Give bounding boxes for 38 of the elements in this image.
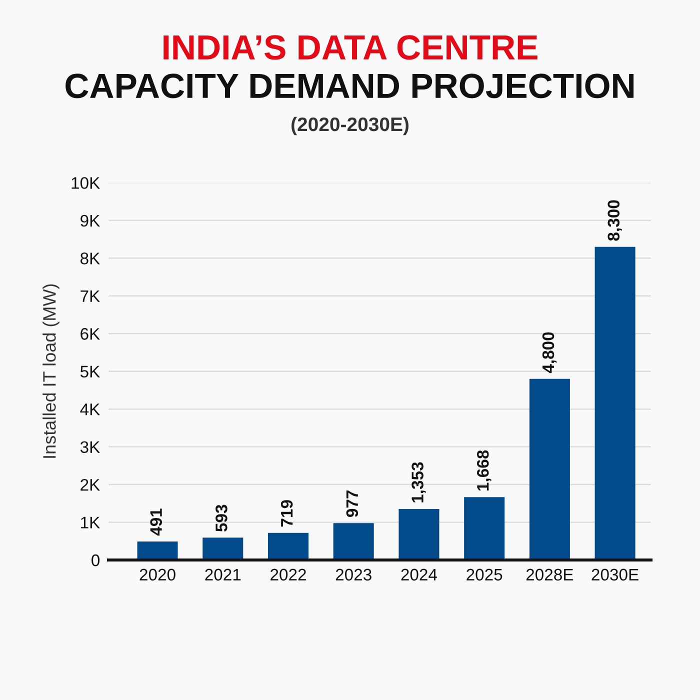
bar	[268, 532, 309, 560]
y-tick-label: 4K	[80, 404, 100, 416]
y-tick-label: 10K	[72, 177, 100, 189]
data-label: 1,353	[412, 462, 426, 502]
x-tick-label: 2023	[336, 568, 372, 581]
data-label: 977	[346, 490, 358, 518]
data-label: 8,300	[608, 200, 622, 241]
chart-subtitle: (2020-2030E)	[292, 116, 408, 136]
bar	[202, 538, 244, 560]
bar	[333, 523, 374, 560]
y-tick-label: 1K	[81, 516, 100, 528]
x-tick-label: 2022	[270, 568, 306, 581]
chart-title: INDIA’S DATA CENTRE CAPACITY DEMAND PROJECTION	[66, 35, 634, 98]
data-label: 1,668	[477, 450, 492, 490]
data-label: 593	[216, 504, 228, 532]
y-tick-label: 5K	[80, 366, 100, 378]
y-tick-label: 6K	[80, 328, 100, 340]
y-tick-label: 8K	[80, 252, 100, 264]
x-tick-label: 2024	[401, 568, 438, 581]
y-tick-label: 7K	[80, 290, 100, 302]
data-label: 4,800	[542, 332, 557, 374]
y-tick-label: 2K	[80, 478, 100, 491]
x-tick-label: 2030E	[592, 568, 638, 581]
bar	[137, 541, 178, 560]
bar	[464, 497, 505, 560]
bar	[594, 246, 636, 560]
y-tick-label: 0	[92, 554, 100, 566]
x-tick-label: 2028E	[526, 568, 574, 581]
data-label: 491	[150, 508, 162, 536]
bar	[529, 378, 570, 560]
x-tick-label: 2021	[205, 568, 241, 581]
bar	[398, 508, 440, 560]
data-label: 719	[280, 500, 293, 527]
x-tick-label: 2020	[140, 568, 176, 581]
y-axis-title: Installed IT load (MW)	[42, 284, 60, 458]
y-tick-label: 9K	[80, 214, 100, 227]
x-tick-label: 2025	[466, 568, 502, 581]
y-tick-label: 3K	[80, 441, 100, 454]
